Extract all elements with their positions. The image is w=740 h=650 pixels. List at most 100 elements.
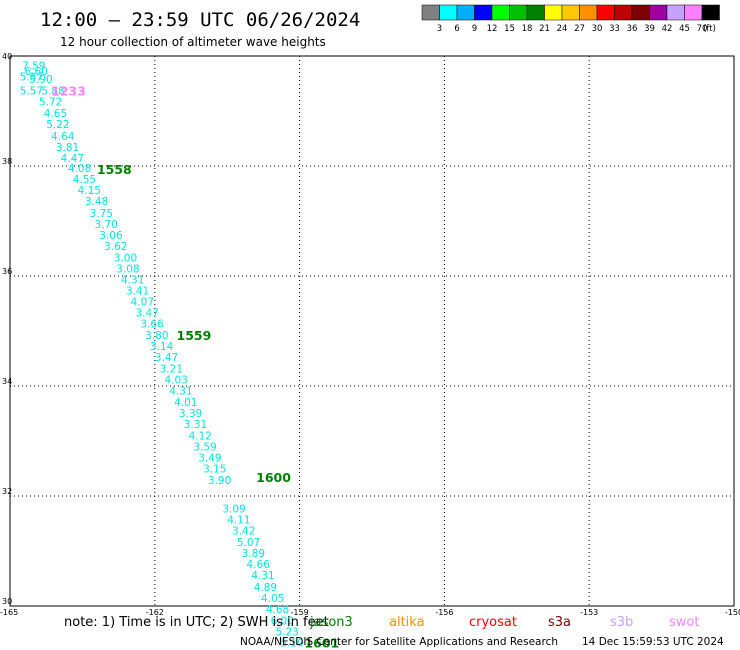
legend-label: 24 bbox=[557, 24, 568, 34]
legend-swatch bbox=[439, 4, 458, 21]
legend-swatch bbox=[666, 4, 685, 21]
wave-height-label: 4.64 bbox=[51, 131, 75, 143]
color-legend: 3 6 9 12 15 18 21 24 27 30 33 36 39 42 45 70(ft) bbox=[421, 4, 720, 34]
wave-height-label: 3.21 bbox=[160, 363, 183, 375]
wave-height-label: 4.15 bbox=[78, 185, 101, 197]
x-tick-label: -156 bbox=[435, 608, 453, 617]
legend-label: 18 bbox=[522, 24, 533, 34]
footer-timestamp: 14 Dec 15:59:53 UTC 2024 bbox=[582, 636, 724, 648]
wave-height-label: 5.57 bbox=[20, 86, 43, 98]
x-tick-label: -153 bbox=[580, 608, 598, 617]
wave-height-label: 4.89 bbox=[254, 582, 277, 594]
wave-height-label: 3.90 bbox=[208, 475, 231, 487]
legend-swatch bbox=[491, 4, 510, 21]
x-tick-label: -150 bbox=[725, 608, 740, 617]
wave-height-label: 3.48 bbox=[85, 196, 108, 208]
wave-height-label: 3.81 bbox=[56, 142, 79, 154]
time-marks: 1558 1559 1600 1601 1233 bbox=[51, 84, 339, 650]
wave-height-label: 4.55 bbox=[73, 174, 96, 186]
wave-height-label: 3.41 bbox=[126, 285, 149, 297]
legend-swatch bbox=[561, 4, 580, 21]
legend-label: 45 bbox=[679, 24, 690, 34]
wave-height-label: 4.12 bbox=[189, 431, 212, 443]
wave-height-label: 4.66 bbox=[247, 559, 271, 571]
plot-area: -165 -162 -159 -156 -153 -150 30 32 34 36 38 40 7.5… bbox=[0, 52, 740, 650]
wave-height-label: 6.00 bbox=[271, 615, 294, 627]
wave-height-label: 3.42 bbox=[232, 526, 255, 538]
wave-height-label: 5.10 bbox=[280, 637, 303, 649]
satellite-name: s3b bbox=[610, 615, 633, 630]
legend-swatch bbox=[701, 4, 720, 21]
legend-label: 30 bbox=[592, 24, 603, 34]
wave-height-label: 7.59 bbox=[22, 60, 45, 72]
legend-swatch bbox=[614, 4, 633, 21]
wave-height-label: 4.08 bbox=[68, 163, 91, 175]
time-mark-label: 1558 bbox=[97, 162, 132, 177]
time-mark-label: 1600 bbox=[256, 470, 291, 485]
legend-swatch bbox=[544, 4, 563, 21]
y-tick-label: 32 bbox=[2, 487, 12, 496]
y-tick-label: 30 bbox=[2, 597, 12, 606]
satellite-name: swot bbox=[669, 615, 699, 630]
plot-frame bbox=[9, 55, 735, 607]
y-tick-label: 38 bbox=[2, 157, 12, 166]
wave-height-label: 3.70 bbox=[94, 219, 117, 231]
time-mark-label: 1559 bbox=[177, 328, 212, 343]
axis-ticks: -165 -162 -159 -156 -153 -150 30 32 34 36 38 40 bbox=[0, 52, 740, 617]
wave-height-label: 4.07 bbox=[131, 296, 154, 308]
wave-height-label: 3.08 bbox=[116, 263, 139, 275]
wave-height-label: 5.87 bbox=[20, 71, 43, 83]
legend-swatch bbox=[474, 4, 493, 21]
time-mark-label: 1233 bbox=[51, 84, 86, 99]
legend-swatch bbox=[596, 4, 615, 21]
wave-height-label: 4.68 bbox=[266, 604, 289, 616]
satellite-name: cryosat bbox=[469, 615, 517, 630]
grid-lines bbox=[10, 56, 734, 606]
legend-label: 21 bbox=[539, 24, 550, 34]
x-tick-label: -165 bbox=[0, 608, 18, 617]
legend-label: 27 bbox=[574, 24, 585, 34]
wave-height-label: 3.00 bbox=[114, 252, 137, 264]
satellite-name: jason3 bbox=[309, 615, 353, 630]
wave-height-label: 3.39 bbox=[179, 408, 202, 420]
time-mark-label: 1601 bbox=[304, 635, 339, 650]
legend-swatch bbox=[509, 4, 528, 21]
legend-label: 33 bbox=[609, 24, 620, 34]
satellite-legend: jason3 altika cryosat s3a s3b swot bbox=[309, 615, 699, 630]
legend-swatch bbox=[421, 4, 440, 21]
wave-height-label: 3.75 bbox=[90, 208, 113, 220]
chart-title: 12:00 – 23:59 UTC 06/26/2024 bbox=[40, 9, 360, 31]
legend-swatch bbox=[684, 4, 703, 21]
wave-height-label: 6.60 bbox=[24, 66, 47, 78]
legend-label: 9 bbox=[472, 24, 477, 34]
wave-height-label: 5.90 bbox=[29, 74, 52, 86]
legend-swatch bbox=[526, 4, 545, 21]
wave-height-label: 5.07 bbox=[237, 537, 260, 549]
legend-label: 36 bbox=[627, 24, 638, 34]
wave-height-label: 3.31 bbox=[184, 419, 207, 431]
legend-label: 39 bbox=[644, 24, 655, 34]
legend-label: 70 bbox=[697, 24, 708, 34]
legend-label: 3 bbox=[437, 24, 442, 34]
x-tick-label: -159 bbox=[291, 608, 309, 617]
x-tick-label: -162 bbox=[146, 608, 164, 617]
legend-swatch bbox=[456, 4, 475, 21]
wave-height-label: 4.31 bbox=[121, 274, 144, 286]
footer-credit: NOAA/NESDIS Center for Satellite Applica… bbox=[240, 636, 558, 648]
wave-height-label: 4.31 bbox=[251, 570, 274, 582]
legend-unit: (ft) bbox=[703, 24, 716, 34]
y-tick-label: 40 bbox=[2, 52, 12, 61]
wave-height-label: 3.59 bbox=[193, 442, 216, 454]
legend-label: 15 bbox=[504, 24, 515, 34]
wave-height-label: 3.89 bbox=[242, 548, 265, 560]
y-tick-label: 36 bbox=[2, 267, 12, 276]
wave-height-label: 3.47 bbox=[155, 352, 178, 364]
y-tick-label: 34 bbox=[2, 377, 12, 386]
wave-height-label: 3.06 bbox=[99, 230, 123, 242]
wave-height-label: 5.23 bbox=[275, 626, 298, 638]
wave-height-label: 5.88 bbox=[41, 86, 64, 98]
wave-height-label: 4.05 bbox=[261, 593, 284, 605]
wave-height-label: 3.80 bbox=[145, 330, 168, 342]
wave-height-label: 5.72 bbox=[39, 97, 62, 109]
satellite-name: s3a bbox=[548, 615, 571, 630]
